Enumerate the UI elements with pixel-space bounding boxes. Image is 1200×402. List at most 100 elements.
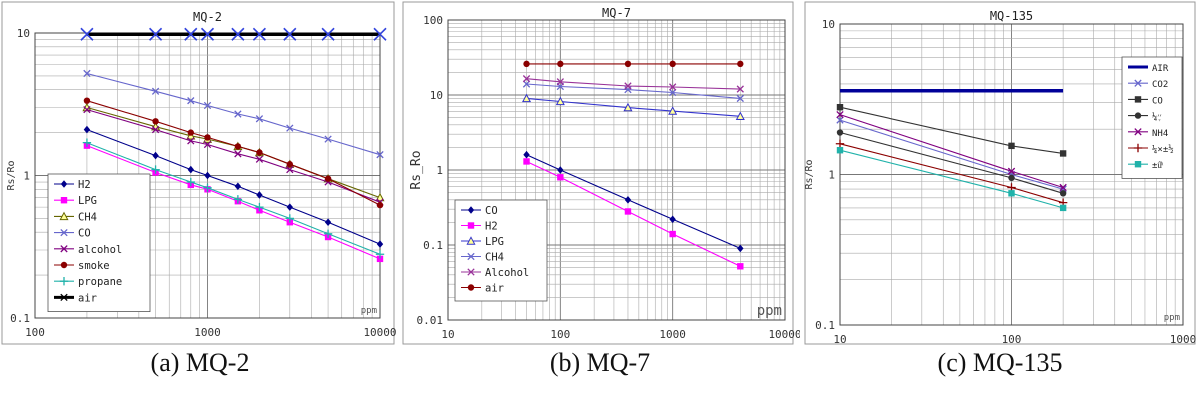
data-point-co xyxy=(187,97,195,105)
data-point-smoke xyxy=(83,97,91,104)
legend-label-smoke: smoke xyxy=(78,260,110,272)
plot-area xyxy=(447,19,786,321)
data-point-alcohol xyxy=(556,78,564,86)
data-point-ch4 xyxy=(736,94,744,103)
x-axis-label: ppm xyxy=(757,303,782,319)
data-point-propane xyxy=(186,177,195,187)
legend-label-co: CO xyxy=(1152,96,1163,106)
data-point-smoke xyxy=(286,161,294,168)
legend-label-ch4: CH4 xyxy=(78,211,97,223)
legend-label-h2: H2 xyxy=(78,179,91,191)
y-tick-label: 1 xyxy=(436,164,443,177)
legend-marker-h2 xyxy=(467,222,475,229)
data-point-smoke xyxy=(187,129,194,136)
legend-marker-ch4 xyxy=(467,252,475,261)
legend-box xyxy=(454,199,548,302)
data-point-alcohol xyxy=(522,75,531,83)
legend-label-co: CO xyxy=(78,228,91,240)
data-point-co xyxy=(234,110,242,118)
data-point-air xyxy=(321,27,335,41)
data-point-air xyxy=(80,27,94,41)
data-point-h2 xyxy=(187,165,194,174)
data-point-ch4 xyxy=(669,88,677,97)
legend: CO H2 LPG CH4 Alcohol air xyxy=(454,199,548,302)
data-point-air xyxy=(283,27,297,41)
legend-marker-series5 xyxy=(1133,143,1143,153)
data-point-alcohol xyxy=(151,125,160,134)
data-point-h2 xyxy=(204,171,211,180)
legend: H2 LPG CH4 CO alcohol smoke propane air xyxy=(47,173,151,313)
series-h2 xyxy=(523,158,744,270)
data-point-lpg xyxy=(735,111,745,120)
data-point-co xyxy=(203,101,212,110)
data-point-nh4 xyxy=(836,110,844,119)
data-point-series6 xyxy=(836,147,844,154)
chart-mq135: MQ-135 10 100 1000 10 1 0.1 ppm Rs/Ro AIR CO2 CO ¼׳ֶ… xyxy=(804,1,1196,346)
data-point-propane xyxy=(375,250,385,259)
series-alcohol xyxy=(522,75,744,93)
x-tick-label: 10000 xyxy=(363,326,396,339)
legend-label-propane: propane xyxy=(78,276,122,288)
legend: AIR CO2 CO ¼׳ֶ׳ NH4 ¼×±½ ±ûͪ xyxy=(1121,56,1183,179)
legend-marker-co2 xyxy=(1134,79,1142,87)
data-point-smoke xyxy=(234,143,242,150)
chart-title: MQ-2 xyxy=(193,10,222,24)
y-tick-label: 0.1 xyxy=(815,319,835,332)
data-point-h2 xyxy=(324,218,332,227)
series-ch4 xyxy=(522,80,744,103)
legend-label-air: AIR xyxy=(1152,64,1169,74)
data-point-series5 xyxy=(835,139,845,148)
y-tick-label: 100 xyxy=(423,14,443,27)
series-co xyxy=(83,69,384,159)
legend-marker-alcohol xyxy=(60,245,68,253)
x-tick-label: 10 xyxy=(441,328,454,341)
x-tick-label: 100 xyxy=(25,326,45,339)
legend-label-series6: ±ûͪ xyxy=(1152,161,1164,171)
data-point-alcohol xyxy=(187,137,195,145)
data-point-h2 xyxy=(152,151,159,160)
data-point-lpg xyxy=(623,102,633,112)
legend-label-series3: ¼׳ֶ׳ xyxy=(1152,113,1162,123)
x-axis-label: ppm xyxy=(1164,313,1180,323)
series-air xyxy=(523,60,744,68)
series-lpg xyxy=(521,93,745,120)
data-point-nh4 xyxy=(1007,167,1016,175)
data-point-alcohol xyxy=(736,85,744,93)
y-tick-label: 0.1 xyxy=(10,312,30,325)
series-smoke xyxy=(83,97,384,209)
x-axis-label: ppm xyxy=(361,306,377,316)
y-tick-label: 1 xyxy=(23,170,30,183)
legend-label-air: air xyxy=(78,292,97,304)
x-tick-label: 1000 xyxy=(659,328,686,341)
legend-label-alcohol: Alcohol xyxy=(485,267,529,279)
data-point-alcohol xyxy=(669,83,677,91)
legend-marker-co xyxy=(1134,96,1142,103)
data-point-h2 xyxy=(624,208,632,215)
data-point-lpg xyxy=(376,255,384,263)
data-point-co xyxy=(255,115,264,123)
data-point-air xyxy=(557,60,564,68)
data-point-lpg xyxy=(521,93,532,103)
data-point-propane xyxy=(255,202,264,212)
legend-marker-series6 xyxy=(1134,161,1142,168)
data-point-ch4 xyxy=(375,192,385,202)
data-point-h2 xyxy=(523,158,530,165)
legend-marker-smoke xyxy=(60,261,68,269)
data-point-smoke xyxy=(256,149,263,156)
data-point-air xyxy=(184,27,198,41)
caption-mq2: (a) MQ-2 xyxy=(150,348,250,377)
legend-label-alcohol: alcohol xyxy=(78,244,122,256)
data-point-air xyxy=(231,27,245,41)
data-point-h2 xyxy=(557,174,564,181)
data-point-h2 xyxy=(256,191,263,199)
x-tick-label: 10 xyxy=(833,333,846,346)
data-point-co xyxy=(737,244,744,253)
legend-label-nh4: NH4 xyxy=(1152,129,1168,139)
legend-marker-h2 xyxy=(60,180,68,188)
data-point-propane xyxy=(151,165,160,174)
data-point-air xyxy=(252,27,266,41)
y-axis-label: Rs_Ro xyxy=(409,150,424,189)
data-point-alcohol xyxy=(203,140,212,149)
data-point-h2 xyxy=(234,182,242,191)
plot-area xyxy=(839,23,1184,326)
